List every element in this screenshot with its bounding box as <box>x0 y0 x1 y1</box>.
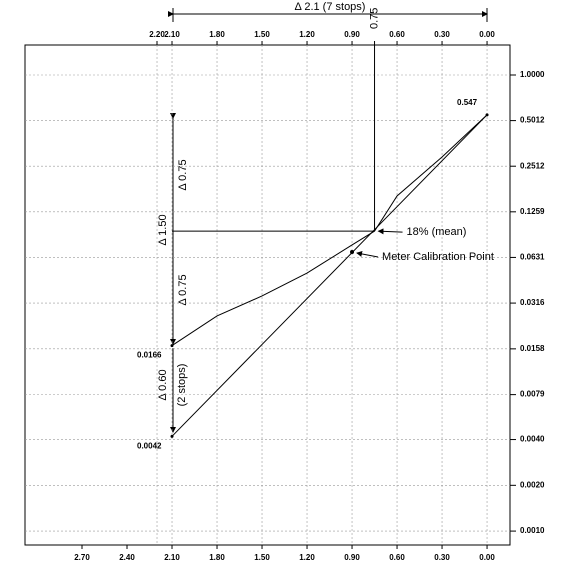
y2-tick-label: 0.0020 <box>520 480 545 489</box>
plot-frame <box>24 44 511 546</box>
y2-tick-label: 0.0631 <box>520 253 545 262</box>
x-tick-label: 0.30 <box>434 553 450 562</box>
lower-half-label: Δ 0.75 <box>177 274 189 305</box>
mean-label: 18% (mean) <box>407 226 467 238</box>
top-tick-label: 1.50 <box>254 30 270 39</box>
y2-tick-label: 1.0000 <box>520 70 545 79</box>
point-label: 0.547 <box>457 98 478 107</box>
curve-range-label: Δ 1.50 <box>157 214 169 245</box>
end-point <box>170 344 174 348</box>
x-tick-label: 2.40 <box>119 553 135 562</box>
y2-tick-label: 0.0316 <box>520 298 545 307</box>
x-tick-label: 0.00 <box>479 553 495 562</box>
y2-tick-label: 0.0079 <box>520 390 545 399</box>
top-tick-label: 0.60 <box>389 30 405 39</box>
x-tick-label: 0.60 <box>389 553 405 562</box>
straight-range-label: Δ 0.60 <box>157 369 169 400</box>
straight-range-stops: (2 stops) <box>176 364 188 407</box>
point-label: 0.0166 <box>137 351 162 360</box>
x-tick-label: 2.10 <box>164 553 180 562</box>
meter-label: Meter Calibration Point <box>382 251 494 263</box>
end-point <box>485 113 489 117</box>
top-tick-label: 2.10 <box>164 30 180 39</box>
top-tick-label: 1.20 <box>299 30 315 39</box>
y2-tick-label: 0.2512 <box>520 161 545 170</box>
upper-half-label: Δ 0.75 <box>177 159 189 190</box>
mean-arrow <box>377 228 403 235</box>
top-tick-label: 0.30 <box>434 30 450 39</box>
meter-arrow <box>356 250 379 258</box>
y2-tick-label: 0.0010 <box>520 526 545 535</box>
top-tick-label: 2.20 <box>149 30 165 39</box>
meter-point <box>350 250 355 255</box>
top-tick-label: 0.90 <box>344 30 360 39</box>
end-point <box>170 434 174 438</box>
point-label: 0.0042 <box>137 441 162 450</box>
x-tick-label: 1.50 <box>254 553 270 562</box>
data-line <box>171 114 488 437</box>
range-label: Δ 2.1 (7 stops) <box>295 1 366 13</box>
x-tick-label: 1.80 <box>209 553 225 562</box>
x-tick-label: 2.70 <box>74 553 90 562</box>
top-tick-label: 1.80 <box>209 30 225 39</box>
x-tick-label: 0.90 <box>344 553 360 562</box>
y2-tick-label: 0.5012 <box>520 116 545 125</box>
x-tick-label: 1.20 <box>299 553 315 562</box>
mean-x-label: 0.75 <box>368 8 380 29</box>
y2-tick-label: 0.0158 <box>520 344 545 353</box>
data-line <box>171 114 488 347</box>
y2-tick-label: 0.0040 <box>520 435 545 444</box>
top-tick-label: 0.00 <box>479 30 495 39</box>
y2-tick-label: 0.1259 <box>520 207 545 216</box>
